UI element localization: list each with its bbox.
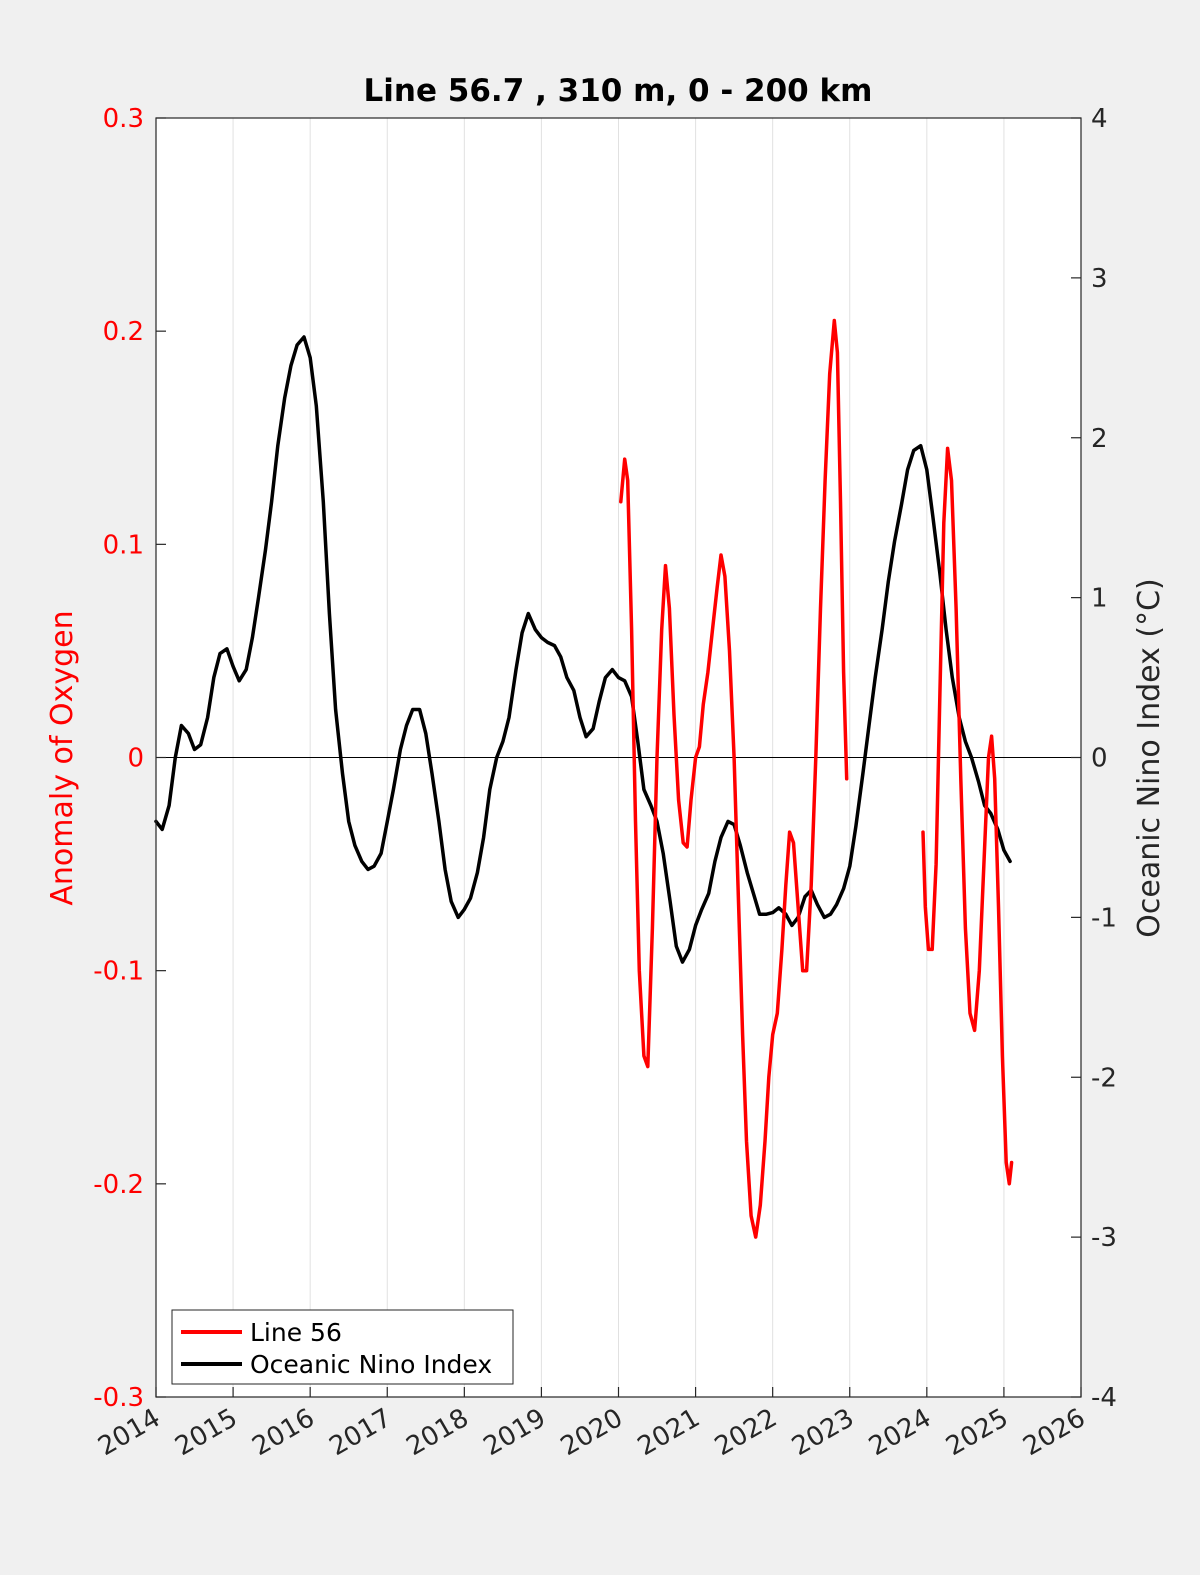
y-right-tick-label: 1 [1091,584,1108,614]
series-oni-segment-0 [154,335,1012,964]
legend-label-line56: Line 56 [250,1318,342,1347]
y-right-tick-label: -1 [1091,903,1117,933]
y-left-tick-label: 0.3 [103,104,144,134]
y-axis-right-label: Oceanic Nino Index (°C) [1132,578,1167,938]
chart-title: Line 56.7 , 310 m, 0 - 200 km [364,73,873,109]
y-left-tick-label: 0 [127,744,144,774]
y-left-tick-label: -0.1 [93,957,144,987]
legend: Line 56 Oceanic Nino Index [171,1309,514,1385]
y-left-tick-label: -0.3 [93,1383,144,1413]
y-right-tick-label: -2 [1091,1063,1117,1093]
y-left-tick-label: 0.2 [103,317,144,347]
series-line56-segment-1 [921,446,1014,1186]
y-right-tick-label: -3 [1091,1223,1117,1253]
y-right-tick-label: 4 [1091,104,1108,134]
y-left-tick-label: 0.1 [103,530,144,560]
y-right-tick-label: 3 [1091,264,1108,294]
y-right-tick-label: -4 [1091,1383,1117,1413]
y-left-tick-label: -0.2 [93,1170,144,1200]
y-right-tick-label: 0 [1091,744,1108,774]
legend-label-oni: Oceanic Nino Index [250,1350,492,1379]
legend-box [171,1309,514,1385]
series-layer [154,318,1014,1239]
y-axis-left-label: Anomaly of Oxygen [45,610,80,905]
y-right-tick-label: 2 [1091,424,1108,454]
series-line56-segment-0 [619,318,849,1239]
